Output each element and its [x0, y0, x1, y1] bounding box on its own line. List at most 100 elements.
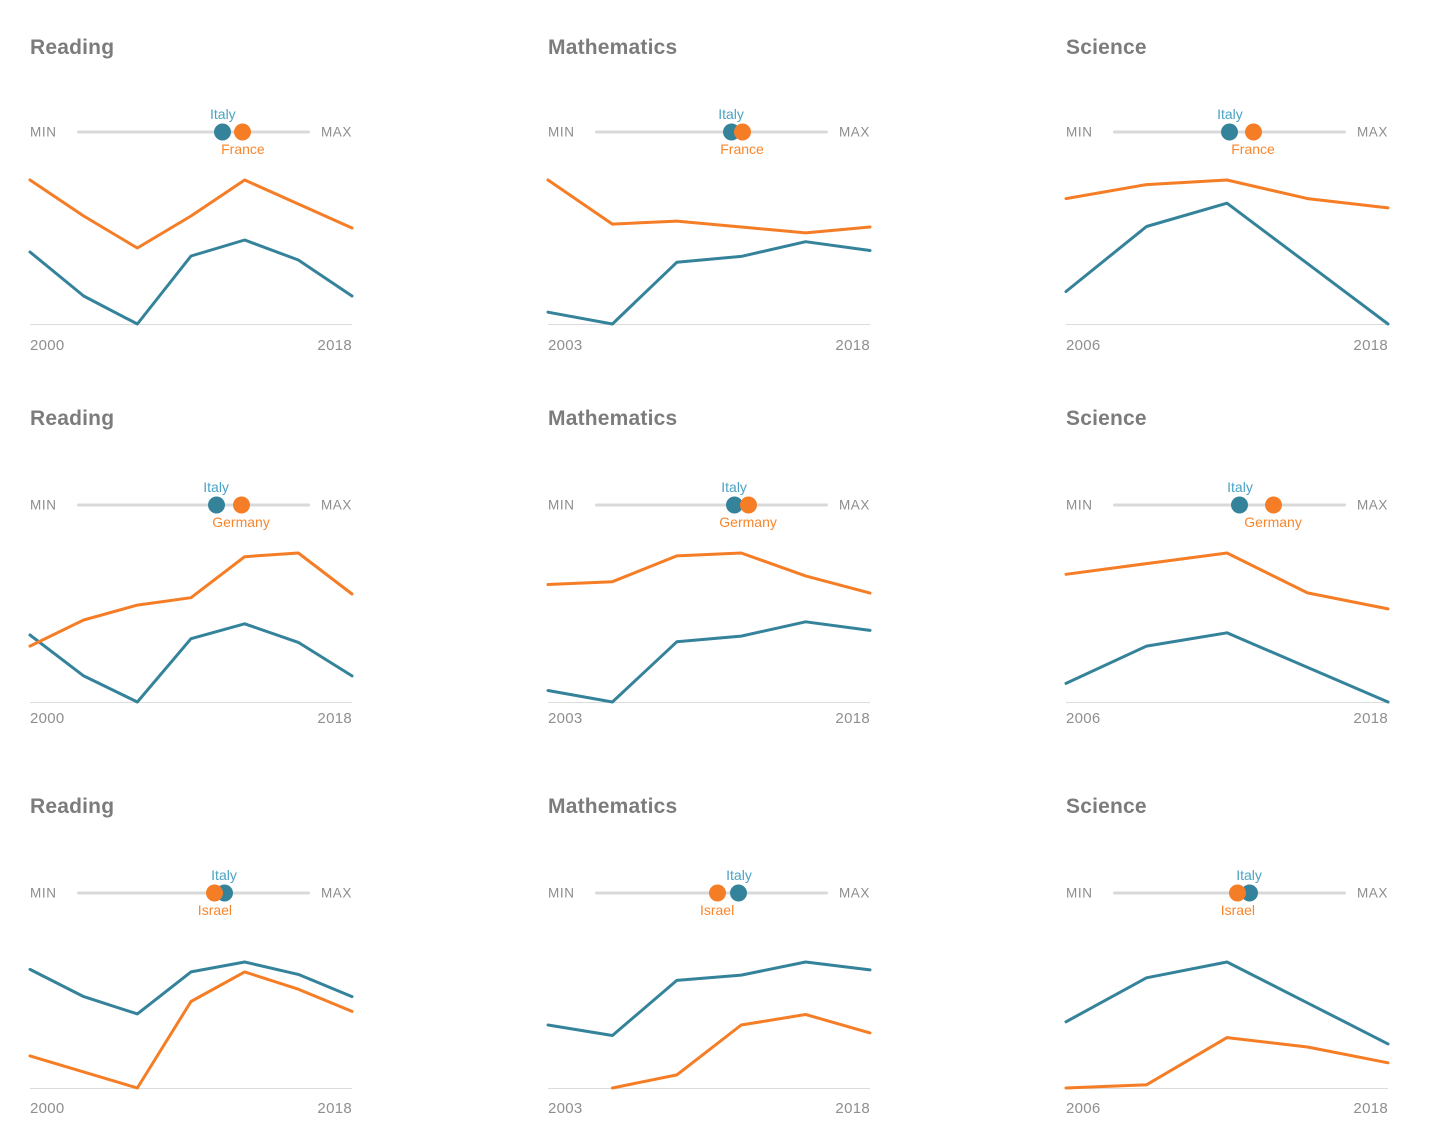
- x-axis: 2000 2018: [30, 710, 352, 727]
- line-chart: [28, 960, 354, 1090]
- country-dot-label: Israel: [1220, 902, 1255, 918]
- italy-slider-dot[interactable]: [207, 496, 225, 514]
- country-line: [1064, 551, 1390, 611]
- slider-max-label: MAX: [320, 885, 352, 901]
- country-slider-dot[interactable]: [1229, 884, 1247, 902]
- italy-dot-label: Italy: [721, 479, 747, 495]
- chart-title: Reading: [30, 795, 115, 818]
- italy-line: [28, 622, 354, 704]
- slider-max-label: MAX: [1356, 124, 1388, 140]
- chart-title: Mathematics: [548, 795, 678, 818]
- country-slider-dot[interactable]: [708, 884, 726, 902]
- slider-track: [77, 891, 310, 895]
- x-axis-end-label: 2018: [1353, 1100, 1388, 1117]
- x-axis: 2006 2018: [1066, 337, 1388, 354]
- line-chart: [28, 551, 354, 704]
- x-axis-start-label: 2003: [548, 337, 583, 354]
- slider-max-label: MAX: [1356, 885, 1388, 901]
- country-slider-dot[interactable]: [739, 496, 757, 514]
- italy-line: [546, 620, 872, 704]
- line-chart: [1064, 960, 1390, 1090]
- slider-max-label: MAX: [838, 124, 870, 140]
- slider-min-label: MIN: [30, 124, 57, 140]
- slider-track: [595, 130, 828, 134]
- slider-min-label: MIN: [30, 885, 57, 901]
- italy-dot-label: Italy: [718, 106, 744, 122]
- country-slider-dot[interactable]: [1244, 123, 1262, 141]
- italy-line: [1064, 960, 1390, 1046]
- country-dot-label: France: [720, 141, 764, 157]
- country-dot-label: Germany: [1244, 514, 1302, 530]
- slider-track: [1113, 503, 1346, 507]
- italy-dot-label: Italy: [1217, 106, 1243, 122]
- chart-title: Mathematics: [548, 407, 678, 430]
- country-line: [28, 970, 354, 1090]
- line-chart: [546, 178, 872, 326]
- country-slider-dot[interactable]: [1264, 496, 1282, 514]
- slider-min-label: MIN: [548, 124, 575, 140]
- italy-dot-label: Italy: [203, 479, 229, 495]
- x-axis-end-label: 2018: [835, 337, 870, 354]
- country-dot-label: Israel: [197, 902, 233, 918]
- x-axis-start-label: 2003: [548, 710, 583, 727]
- line-chart: [1064, 551, 1390, 704]
- slider-min-label: MIN: [1066, 497, 1093, 513]
- slider-max-label: MAX: [838, 885, 870, 901]
- country-line: [1064, 178, 1390, 210]
- line-chart: [546, 960, 872, 1090]
- country-line: [546, 551, 872, 595]
- line-chart: [28, 178, 354, 326]
- country-dot-label: France: [221, 141, 265, 157]
- italy-dot-label: Italy: [210, 106, 236, 122]
- x-axis: 2003 2018: [548, 710, 870, 727]
- italy-slider-dot[interactable]: [214, 123, 232, 141]
- line-chart: [546, 551, 872, 704]
- italy-slider-dot[interactable]: [730, 884, 748, 902]
- x-axis-start-label: 2000: [30, 337, 65, 354]
- country-dot-label: Germany: [719, 514, 777, 530]
- chart-title: Science: [1066, 407, 1147, 430]
- slider-max-label: MAX: [1356, 497, 1388, 513]
- x-axis: 2003 2018: [548, 1100, 870, 1117]
- x-axis-start-label: 2000: [30, 710, 65, 727]
- country-dot-label: Germany: [212, 514, 270, 530]
- slider-max-label: MAX: [838, 497, 870, 513]
- x-axis-end-label: 2018: [317, 1100, 352, 1117]
- x-axis-start-label: 2006: [1066, 710, 1101, 727]
- country-slider-dot[interactable]: [733, 123, 751, 141]
- slider-track: [77, 503, 310, 507]
- country-slider-dot[interactable]: [234, 123, 252, 141]
- slider-min-label: MIN: [30, 497, 57, 513]
- x-axis-end-label: 2018: [835, 1100, 870, 1117]
- slider-min-label: MIN: [548, 885, 575, 901]
- italy-dot-label: Italy: [726, 867, 752, 883]
- italy-dot-label: Italy: [211, 867, 237, 883]
- chart-title: Reading: [30, 407, 115, 430]
- x-axis-start-label: 2006: [1066, 1100, 1101, 1117]
- italy-slider-dot[interactable]: [725, 496, 743, 514]
- chart-title: Mathematics: [548, 36, 678, 59]
- italy-slider-dot[interactable]: [1231, 496, 1249, 514]
- x-axis-end-label: 2018: [1353, 710, 1388, 727]
- italy-line: [1064, 631, 1390, 704]
- italy-line: [28, 238, 354, 326]
- country-slider-dot[interactable]: [232, 496, 250, 514]
- slider-min-label: MIN: [1066, 885, 1093, 901]
- country-slider-dot[interactable]: [206, 884, 224, 902]
- x-axis: 2006 2018: [1066, 710, 1388, 727]
- italy-line: [1064, 201, 1390, 326]
- x-axis-start-label: 2006: [1066, 337, 1101, 354]
- country-line: [28, 178, 354, 250]
- x-axis-end-label: 2018: [317, 710, 352, 727]
- x-axis-start-label: 2000: [30, 1100, 65, 1117]
- x-axis: 2006 2018: [1066, 1100, 1388, 1117]
- italy-slider-dot[interactable]: [1221, 123, 1239, 141]
- x-axis-end-label: 2018: [1353, 337, 1388, 354]
- slider-max-label: MAX: [320, 124, 352, 140]
- x-axis: 2000 2018: [30, 337, 352, 354]
- x-axis-end-label: 2018: [317, 337, 352, 354]
- italy-line: [28, 960, 354, 1016]
- x-axis-start-label: 2003: [548, 1100, 583, 1117]
- country-line: [28, 551, 354, 648]
- slider-track: [595, 503, 828, 507]
